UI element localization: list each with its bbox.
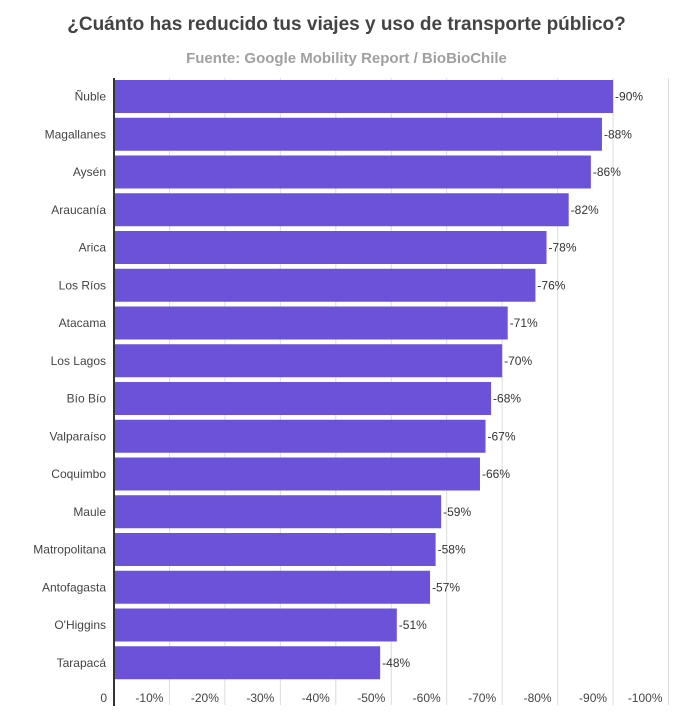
category-label: Aysén	[73, 165, 106, 179]
bar	[114, 646, 381, 680]
category-label: Bío Bío	[67, 392, 107, 406]
category-label: O'Higgins	[54, 618, 106, 632]
category-label: Arica	[79, 241, 107, 255]
category-label: Atacama	[59, 316, 107, 330]
category-label: Tarapacá	[57, 656, 107, 670]
data-label: -57%	[432, 580, 460, 594]
bar	[114, 457, 480, 491]
bar	[114, 306, 508, 340]
bar	[114, 268, 536, 302]
category-label: Ñuble	[75, 90, 107, 104]
data-label: -70%	[504, 354, 532, 368]
data-label: -86%	[593, 165, 621, 179]
data-label: -88%	[604, 127, 632, 141]
bar	[114, 231, 547, 264]
bar	[114, 193, 569, 227]
category-label: Araucanía	[51, 203, 106, 217]
x-tick-label: -10%	[135, 691, 163, 705]
chart-subtitle: Fuente: Google Mobility Report / BioBioC…	[186, 50, 507, 67]
bar	[114, 344, 503, 378]
data-label: -67%	[488, 429, 516, 443]
bar	[114, 570, 431, 604]
data-label: -78%	[549, 241, 577, 255]
bar	[114, 155, 591, 189]
x-tick-label: -50%	[357, 691, 385, 705]
x-tick-label: 0	[100, 691, 107, 705]
bar	[114, 533, 436, 566]
category-label: Magallanes	[45, 127, 106, 141]
category-label: Maule	[73, 505, 106, 519]
bar	[114, 117, 602, 151]
data-label: -71%	[510, 316, 538, 330]
x-tick-label: -60%	[413, 691, 441, 705]
x-tick-label: -80%	[524, 691, 552, 705]
data-label: -51%	[399, 618, 427, 632]
category-label: Matropolitana	[33, 543, 106, 557]
x-tick-label: -30%	[246, 691, 274, 705]
category-label: Antofagasta	[42, 580, 106, 594]
bar	[114, 495, 442, 529]
bar	[114, 382, 492, 415]
category-label: Los Lagos	[51, 354, 106, 368]
category-label: Valparaíso	[50, 429, 107, 443]
x-tick-label: -70%	[468, 691, 496, 705]
category-label: Los Ríos	[59, 278, 106, 292]
category-label: Coquimbo	[51, 467, 106, 481]
data-label: -90%	[615, 90, 643, 104]
bar	[114, 608, 397, 642]
data-label: -66%	[482, 467, 510, 481]
bar	[114, 80, 614, 113]
chart-title: ¿Cuánto has reducido tus viajes y uso de…	[67, 14, 626, 35]
data-label: -68%	[493, 392, 521, 406]
x-tick-label: -100%	[628, 691, 663, 705]
x-tick-label: -40%	[302, 691, 330, 705]
data-label: -76%	[537, 278, 565, 292]
data-label: -58%	[438, 543, 466, 557]
data-label: -48%	[382, 656, 410, 670]
bar	[114, 419, 486, 453]
data-label: -59%	[443, 505, 471, 519]
data-label: -82%	[571, 203, 599, 217]
x-tick-label: -20%	[191, 691, 219, 705]
x-tick-label: -90%	[579, 691, 607, 705]
